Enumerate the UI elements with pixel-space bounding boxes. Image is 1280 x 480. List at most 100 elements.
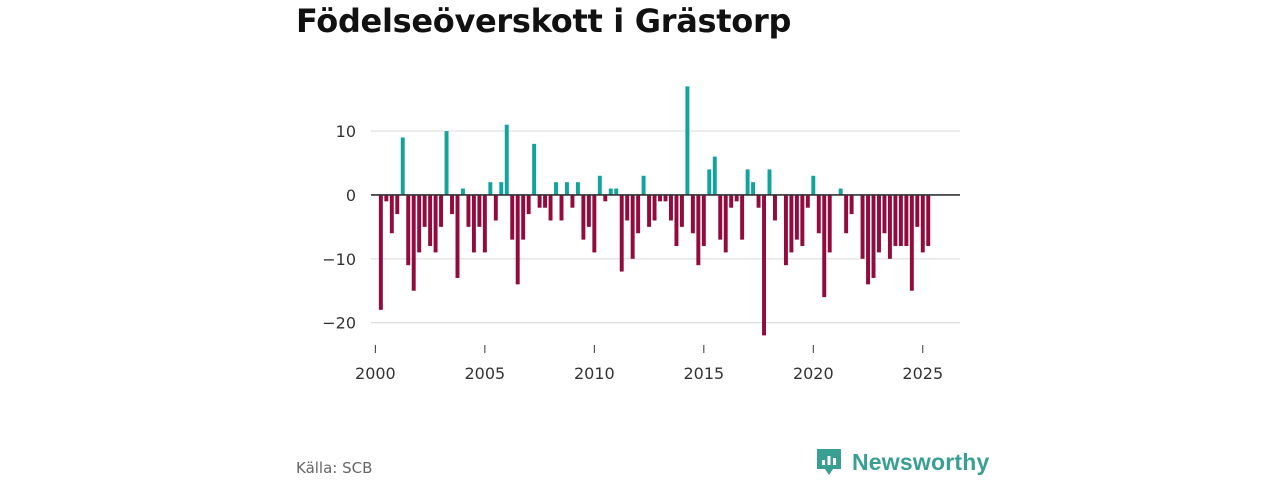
bar-positive	[685, 86, 690, 195]
bar-negative	[636, 194, 641, 234]
bar-negative	[669, 194, 673, 221]
x-tick-label: 2005	[464, 364, 505, 383]
bar-negative	[794, 194, 799, 240]
bar-negative	[915, 194, 920, 227]
bar-negative	[734, 194, 739, 202]
bar-negative	[893, 194, 898, 247]
bar-positive	[504, 124, 509, 195]
bar-negative	[477, 194, 482, 227]
bar-negative	[866, 194, 871, 285]
bar-negative	[417, 194, 422, 253]
bar-negative	[860, 194, 865, 259]
bar-positive	[745, 169, 750, 195]
bar-negative	[762, 194, 766, 336]
bar-negative	[740, 194, 745, 240]
bar-negative	[526, 194, 531, 215]
bar-negative	[926, 194, 931, 247]
bar-negative	[679, 194, 684, 227]
bar-negative	[625, 194, 630, 221]
bar-negative	[389, 194, 394, 234]
bar-negative	[586, 194, 591, 227]
bar-negative	[395, 194, 400, 215]
bar-negative	[428, 194, 433, 247]
brand-logo[interactable]: Newsworthy	[815, 447, 989, 477]
bar-positive	[751, 182, 756, 195]
bar-negative	[647, 194, 652, 227]
bar-negative	[871, 194, 876, 278]
bar-negative	[822, 194, 827, 298]
bar-negative	[882, 194, 887, 234]
bar-negative	[789, 194, 794, 253]
bar-negative	[466, 194, 471, 227]
bar-negative	[411, 194, 416, 291]
bar-negative	[543, 194, 548, 208]
brand-name: Newsworthy	[852, 448, 990, 475]
bar-negative	[827, 194, 832, 253]
x-tick-label: 2010	[574, 364, 615, 383]
bar-negative	[630, 194, 635, 259]
bar-positive	[499, 182, 504, 195]
bar-negative	[773, 194, 777, 221]
source-label: Källa: SCB	[296, 459, 373, 477]
x-tick-label: 2015	[683, 364, 724, 383]
bar-negative	[548, 194, 553, 221]
axis-labels: 10 0 −10 −20 2000 2005 2010 2015 2020 2025	[322, 122, 960, 383]
bar-negative	[729, 194, 734, 208]
bar-negative	[433, 194, 438, 253]
bar-negative	[690, 194, 695, 234]
bar-negative	[378, 194, 383, 310]
bar-negative	[592, 194, 597, 253]
y-tick-label: 0	[346, 186, 356, 205]
bar-negative	[805, 194, 810, 208]
bar-negative	[800, 194, 805, 247]
bar-negative	[849, 194, 854, 215]
y-tick-label: −20	[322, 314, 356, 333]
chart-title: Födelseöverskott i Grästorp	[296, 2, 792, 40]
bar-positive	[444, 131, 449, 195]
y-tick-label: −10	[322, 250, 356, 269]
bars	[378, 86, 931, 336]
bar-positive	[614, 188, 619, 195]
bar-negative	[696, 194, 701, 266]
bar-negative	[537, 194, 542, 208]
x-tick-label: 2025	[902, 364, 943, 383]
bar-negative	[920, 194, 925, 253]
bar-negative	[904, 194, 909, 247]
bar-negative	[521, 194, 526, 240]
bar-negative	[422, 194, 427, 227]
bar-positive	[712, 156, 717, 195]
bar-negative	[559, 194, 564, 221]
bar-negative	[455, 194, 460, 278]
x-tick-label: 2000	[355, 364, 396, 383]
bar-negative	[493, 194, 498, 221]
bar-negative	[384, 194, 389, 202]
bar-negative	[663, 194, 668, 202]
bar-positive	[400, 137, 405, 195]
bar-negative	[619, 194, 624, 272]
bar-negative	[701, 194, 706, 247]
bar-positive	[608, 188, 613, 195]
bar-negative	[439, 194, 444, 227]
bar-positive	[460, 188, 465, 195]
bar-negative	[581, 194, 586, 240]
bar-positive	[488, 182, 493, 195]
bar-negative	[783, 194, 788, 266]
bar-negative	[898, 194, 903, 247]
bar-negative	[510, 194, 515, 240]
bar-positive	[532, 143, 537, 195]
bar-positive	[811, 175, 816, 195]
bar-positive	[641, 175, 646, 195]
bar-negative	[471, 194, 476, 253]
bar-negative	[718, 194, 723, 240]
x-tick-label: 2020	[793, 364, 834, 383]
bar-negative	[756, 194, 761, 208]
bar-negative	[816, 194, 821, 234]
bar-positive	[838, 188, 843, 195]
bar-positive	[565, 182, 569, 195]
bar-negative	[723, 194, 728, 253]
bar-negative	[482, 194, 487, 253]
bar-positive	[767, 169, 772, 195]
bar-negative	[909, 194, 914, 291]
bar-negative	[844, 194, 849, 234]
